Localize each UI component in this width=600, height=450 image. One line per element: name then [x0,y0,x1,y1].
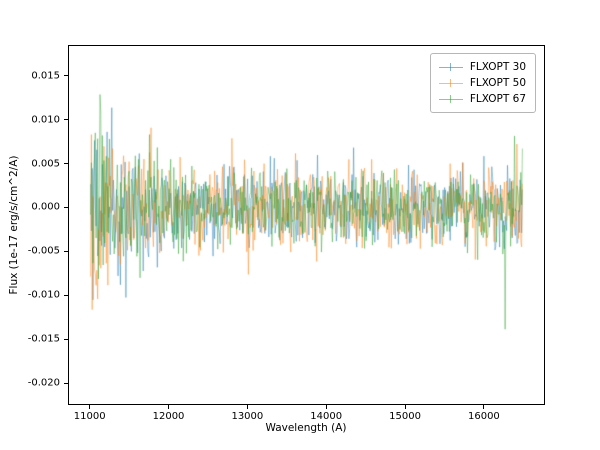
x-tick-label: 11000 [73,411,106,422]
y-tick-label: 0.010 [31,114,60,126]
legend-item: FLXOPT 67 [438,91,526,107]
legend-label: FLXOPT 50 [469,77,526,89]
x-axis-label: Wavelength (A) [265,422,347,434]
plot-area: FLXOPT 30 FLXOPT 50 FLXOPT 67 [68,45,545,405]
y-tick-label: 0.000 [31,201,60,213]
x-tick-label: 13000 [231,411,264,422]
legend-label: FLXOPT 67 [469,93,526,105]
x-tick-mark [168,405,170,409]
y-tick-mark [64,163,68,165]
legend-item: FLXOPT 50 [438,75,526,91]
x-tick-label: 16000 [467,411,500,422]
x-tick-mark [89,405,91,409]
y-tick-label: -0.005 [27,245,60,257]
x-tick-mark [404,405,406,409]
y-tick-mark [64,338,68,340]
y-tick-mark [64,206,68,208]
y-tick-label: -0.020 [27,377,60,389]
x-tick-mark [325,405,327,409]
legend: FLXOPT 30 FLXOPT 50 FLXOPT 67 [429,53,536,113]
x-tick-mark [246,405,248,409]
legend-item: FLXOPT 30 [438,59,526,75]
legend-line-swatch [438,78,463,88]
y-axis-label: Flux (1e-17 erg/s/cm^2/A) [8,155,20,295]
y-tick-label: -0.015 [27,333,60,345]
y-tick-label: 0.005 [31,158,60,170]
y-tick-mark [64,294,68,296]
legend-line-swatch [438,94,463,104]
y-tick-mark [64,119,68,121]
x-tick-mark [483,405,485,409]
y-tick-label: 0.015 [31,70,60,82]
x-tick-label: 14000 [310,411,343,422]
y-tick-label: -0.010 [27,289,60,301]
y-tick-mark [64,75,68,77]
legend-line-swatch [438,62,463,72]
legend-label: FLXOPT 30 [469,61,526,73]
x-tick-label: 12000 [152,411,185,422]
y-tick-mark [64,250,68,252]
y-tick-mark [64,382,68,384]
x-tick-label: 15000 [389,411,421,422]
